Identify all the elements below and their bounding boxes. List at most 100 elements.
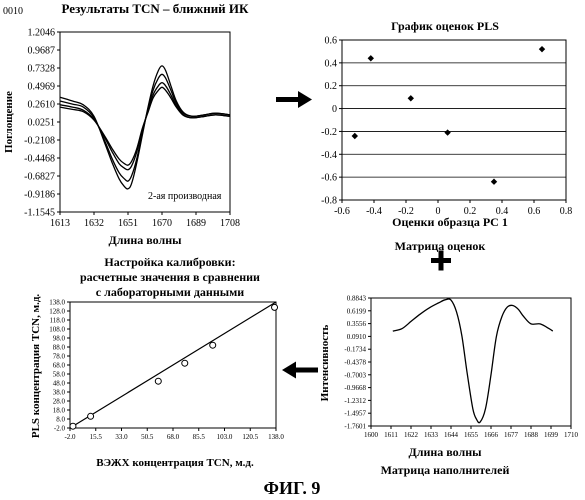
calib-y-label: PLS концентрация TCN, м.д. (30, 294, 42, 439)
pls-y-tick-label: 0.4 (325, 58, 338, 69)
calib-y-tick-label: 98.0 (53, 334, 66, 342)
nir-x-tick-label: 1632 (84, 218, 104, 229)
pls-x-tick-label: 0.6 (528, 206, 541, 217)
pls-y-tick-label: -0.4 (321, 150, 337, 161)
filler-y-tick-label: 0.8843 (347, 294, 367, 302)
pls-y-tick-label: 0 (332, 104, 337, 115)
nir-y-tick-label: 0.7328 (28, 64, 56, 75)
calib-y-tick-label: 138.0 (49, 298, 65, 306)
calib-title-line-3: с лабораторными данными (96, 285, 244, 299)
calib-x-tick-label: -2.0 (64, 433, 76, 441)
nir-y-tick-label: -0.2108 (24, 136, 55, 147)
nir-y-tick-label: 1.2046 (28, 28, 56, 39)
nir-x-tick-label: 1689 (186, 218, 206, 229)
calib-regression-line (70, 302, 276, 428)
figure-label: ФИГ. 9 (264, 478, 321, 498)
nir-y-tick-label: -0.6827 (24, 172, 55, 183)
calib-y-tick-label: 48.0 (53, 379, 66, 387)
calib-x-tick-label: 120.5 (242, 433, 258, 441)
calib-y-tick-label: 118.0 (50, 316, 66, 324)
calib-x-tick-label: 33.0 (115, 433, 128, 441)
calib-x-tick-label: 138.0 (268, 433, 284, 441)
calib-title-line-1: Настройка калибровки: (104, 255, 235, 269)
calib-data-point (210, 342, 216, 348)
calib-x-tick-label: 50.5 (141, 433, 154, 441)
filler-x-tick-label: 1688 (524, 431, 539, 439)
calib-data-point (70, 423, 76, 429)
calib-y-tick-label: 18.0 (53, 406, 66, 414)
filler-x-tick-label: 1710 (564, 431, 579, 439)
nir-spectrum-line (60, 83, 230, 170)
pls-score-point (539, 46, 545, 52)
nir-y-tick-label: -0.9186 (24, 190, 55, 201)
nir-x-tick-label: 1613 (50, 218, 70, 229)
arrow-left-icon (282, 362, 318, 379)
calib-y-tick-label: 78.0 (53, 352, 66, 360)
filler-x-tick-label: 1677 (504, 431, 519, 439)
filler-x-tick-label: 1655 (464, 431, 479, 439)
pls-y-tick-label: -0.2 (321, 127, 337, 138)
filler-y-tick-label: -0.4378 (344, 358, 366, 366)
calib-data-point (88, 413, 94, 419)
pls-x-tick-label: -0.6 (334, 206, 350, 217)
pls-score-point (444, 129, 450, 135)
pls-scores-chart: График оценок PLS 0.60.40.20-0.2-0.4-0.6… (321, 19, 572, 229)
nir-annotation: 2-ая производная (148, 191, 222, 202)
filler-x-tick-label: 1699 (544, 431, 559, 439)
nir-spectrum-line (60, 66, 230, 189)
filler-y-tick-label: 0.6199 (347, 307, 367, 315)
filler-subtitle: Матрица наполнителей (381, 463, 510, 477)
nir-y-tick-label: 0.2610 (28, 100, 56, 111)
calib-title-line-2: расчетные значения в сравнении (80, 270, 260, 284)
calib-y-tick-label: -2.0 (54, 424, 66, 432)
pls-y-tick-label: -0.8 (321, 196, 337, 207)
arrow-right-icon (276, 91, 312, 108)
calib-x-tick-label: 15.5 (90, 433, 103, 441)
filler-y-tick-label: -0.1734 (344, 346, 366, 354)
calib-data-point (272, 304, 278, 310)
calib-y-tick-label: 58.0 (53, 370, 66, 378)
filler-x-label: Длина волны (408, 445, 482, 459)
calibration-chart: Настройка калибровки: расчетные значения… (30, 255, 284, 469)
calib-x-label: ВЭЖХ концентрация TCN, м.д. (96, 457, 254, 469)
calib-x-tick-label: 85.5 (193, 433, 206, 441)
pls-chart-title: График оценок PLS (391, 19, 499, 33)
filler-y-tick-label: -1.4957 (344, 410, 366, 418)
nir-y-tick-label: 0.9687 (28, 46, 56, 57)
nir-y-tick-label: 0.4969 (28, 82, 56, 93)
nir-chart-title: Результаты TCN – ближний ИК (62, 1, 249, 16)
nir-spectra-chart: Результаты TCN – ближний ИК 1.2046 0.9687… (3, 1, 249, 247)
pls-score-point (368, 55, 374, 61)
pls-x-label: Оценки образца PC 1 (392, 215, 508, 229)
filler-x-tick-label: 1644 (444, 431, 459, 439)
nir-y-label: Поглощение (3, 91, 15, 153)
filler-matrix-chart: 0.8843 0.6199 0.3556 0.0910 -0.1734 -0.4378 -0… (319, 294, 579, 477)
nir-x-tick-label: 1670 (152, 218, 172, 229)
pls-score-point (408, 95, 414, 101)
nir-x-tick-label: 1651 (118, 218, 138, 229)
filler-y-tick-label: 0.0910 (347, 333, 367, 341)
pls-plot-frame (342, 40, 566, 200)
calib-y-tick-label: 128.0 (49, 307, 65, 315)
nir-x-label: Длина волны (108, 233, 182, 247)
calib-y-tick-label: 108.0 (49, 325, 65, 333)
nir-y-tick-label: -0.4468 (24, 154, 55, 165)
filler-plot-frame (371, 298, 571, 426)
pls-y-tick-label: -0.6 (321, 173, 337, 184)
filler-x-tick-label: 1666 (484, 431, 499, 439)
calib-x-tick-label: 68.0 (167, 433, 180, 441)
pls-x-tick-label: -0.4 (366, 206, 382, 217)
filler-y-tick-label: 0.3556 (347, 320, 367, 328)
filler-y-tick-label: -0.7003 (344, 371, 366, 379)
filler-x-tick-label: 1600 (364, 431, 379, 439)
pls-score-point (491, 179, 497, 185)
filler-x-tick-label: 1633 (424, 431, 439, 439)
nir-spectrum-line (60, 87, 230, 165)
pls-x-tick-label: 0.8 (560, 206, 573, 217)
calib-data-point (182, 360, 188, 366)
filler-y-label: Интенсивность (319, 325, 331, 402)
filler-x-tick-label: 1622 (404, 431, 419, 439)
filler-y-tick-label: -0.9668 (344, 384, 366, 392)
filler-y-tick-label: -1.7601 (344, 422, 366, 430)
